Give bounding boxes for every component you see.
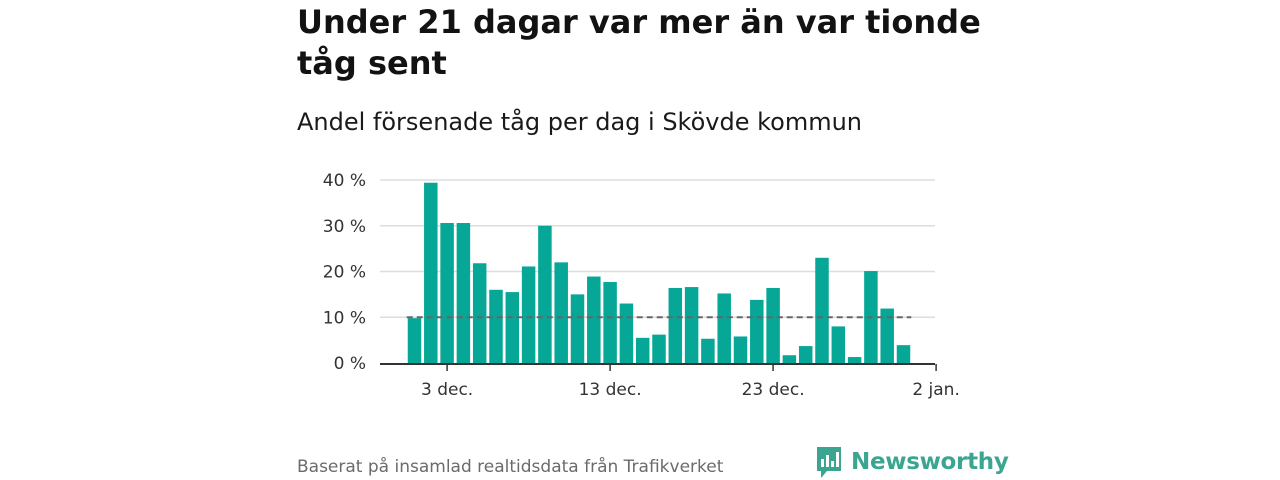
- bar: [798, 346, 813, 363]
- y-tick-label: 20 %: [323, 263, 366, 283]
- bars: [407, 182, 911, 363]
- bar: [847, 357, 862, 363]
- bar: [733, 336, 748, 363]
- bar: [782, 355, 797, 363]
- bar: [440, 223, 454, 363]
- axes: [380, 363, 937, 371]
- bar: [570, 294, 585, 363]
- bar: [554, 262, 568, 363]
- bar: [521, 266, 536, 363]
- bar: [424, 182, 438, 363]
- y-tick-label: 10 %: [323, 308, 366, 328]
- bar: [407, 318, 422, 363]
- bar: [815, 257, 829, 363]
- bar: [668, 287, 683, 363]
- bar: [880, 308, 894, 363]
- bar: [619, 303, 634, 363]
- bar: [635, 337, 650, 363]
- tick-labels: 0 % 10 % 20 % 30 % 40 % 3 dec. 13 dec. 23 dec. 2…: [323, 171, 960, 400]
- bar: [896, 345, 911, 363]
- y-tick-label: 0 %: [334, 354, 366, 374]
- newsworthy-logo-icon: [817, 447, 841, 478]
- y-tick-label: 30 %: [323, 217, 366, 237]
- x-tick-label: 2 jan.: [912, 380, 960, 400]
- bar: [652, 334, 666, 363]
- bar: [831, 326, 846, 363]
- bar: [750, 299, 764, 363]
- bar: [472, 263, 487, 363]
- bar: [456, 223, 471, 363]
- brand-name: Newsworthy: [851, 449, 1009, 475]
- bar: [717, 293, 731, 363]
- chart-subtitle: Andel försenade tåg per dag i Skövde kom…: [297, 108, 863, 136]
- brand-logo: Newsworthy: [815, 445, 1009, 479]
- y-tick-label: 40 %: [323, 171, 366, 191]
- bar: [701, 338, 715, 363]
- bar: [538, 225, 552, 363]
- bar: [603, 282, 617, 363]
- bar: [489, 289, 503, 363]
- x-tick-label: 3 dec.: [421, 380, 473, 400]
- bar: [766, 287, 780, 363]
- x-tick-label: 23 dec.: [742, 380, 805, 400]
- bar: [505, 292, 520, 363]
- bar-chart: 0 % 10 % 20 % 30 % 40 % 3 dec. 13 dec. 23 dec. 2…: [323, 171, 960, 400]
- source-note: Baserat på insamlad realtidsdata från Tr…: [297, 457, 724, 477]
- chart-title: Under 21 dagar var mer än var tionde tåg…: [297, 3, 981, 82]
- x-tick-label: 13 dec.: [579, 380, 642, 400]
- bar: [684, 287, 699, 363]
- bar: [587, 276, 601, 363]
